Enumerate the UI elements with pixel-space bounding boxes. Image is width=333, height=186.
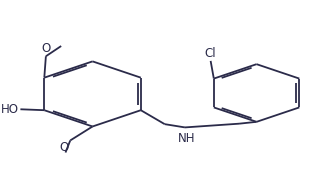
Text: NH: NH [178, 132, 195, 145]
Text: Cl: Cl [205, 47, 216, 60]
Text: HO: HO [1, 103, 19, 116]
Text: O: O [41, 42, 51, 55]
Text: O: O [59, 141, 69, 154]
